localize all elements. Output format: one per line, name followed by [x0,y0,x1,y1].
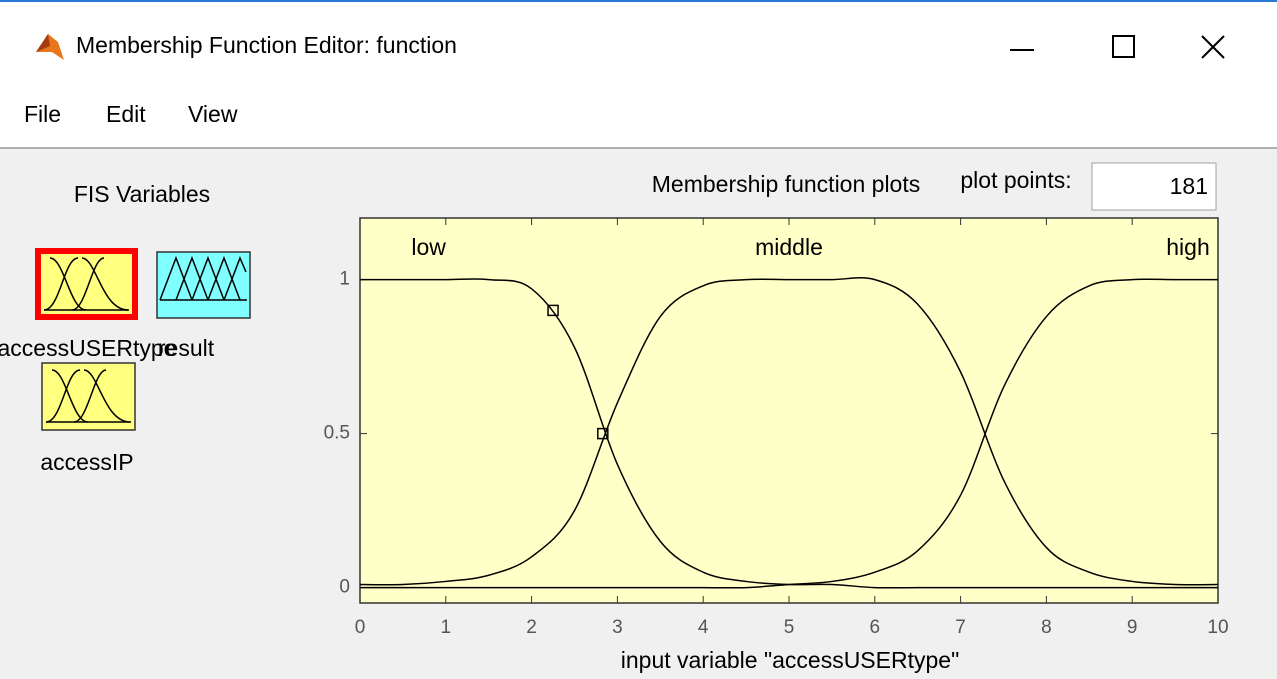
menu-file[interactable]: File [24,101,61,127]
x-tick-label: 0 [355,617,366,638]
variable-icon[interactable] [41,362,136,431]
variable-icon[interactable] [35,248,138,320]
y-tick-label: 0.5 [324,423,350,444]
curve-label: middle [755,234,823,260]
x-tick-label: 7 [955,617,966,638]
menu-view[interactable]: View [188,101,238,127]
x-tick-label: 2 [526,617,537,638]
menu-edit[interactable]: Edit [106,101,146,127]
variable-label: accessUSERtype [0,335,176,361]
membership-curve [360,278,1218,589]
app-icon [36,34,64,60]
variable-label: result [158,335,215,361]
x-tick-label: 4 [698,617,709,638]
x-tick-label: 8 [1041,617,1052,638]
x-tick-label: 10 [1207,617,1228,638]
x-tick-label: 6 [870,617,881,638]
close-button[interactable] [1201,35,1225,59]
x-axis-label: input variable "accessUSERtype" [621,647,960,673]
curve-label: high [1166,234,1209,260]
curve-handle [597,427,609,440]
plot-points-value[interactable]: 181 [1170,173,1208,199]
x-tick-label: 9 [1127,617,1138,638]
y-tick-label: 1 [339,269,350,290]
curve-handle [547,304,559,317]
x-tick-label: 5 [784,617,795,638]
curve-label: low [411,234,446,260]
maximize-button[interactable] [1112,35,1135,58]
x-tick-label: 1 [441,617,452,638]
fis-variables-title: FIS Variables [74,181,210,207]
plot-points-input[interactable] [1091,162,1217,211]
membership-curve [360,278,1218,589]
window-border [0,0,1277,2]
x-tick-label: 3 [612,617,623,638]
membership-curve [359,277,1219,586]
plot-points-label: plot points: [960,167,1071,193]
variable-icon[interactable] [156,251,251,319]
plot-title: Membership function plots [652,171,920,197]
y-tick-label: 0 [339,577,350,598]
plot-area [359,217,1219,604]
variable-label: accessIP [40,449,133,475]
window-title: Membership Function Editor: function [76,32,457,58]
